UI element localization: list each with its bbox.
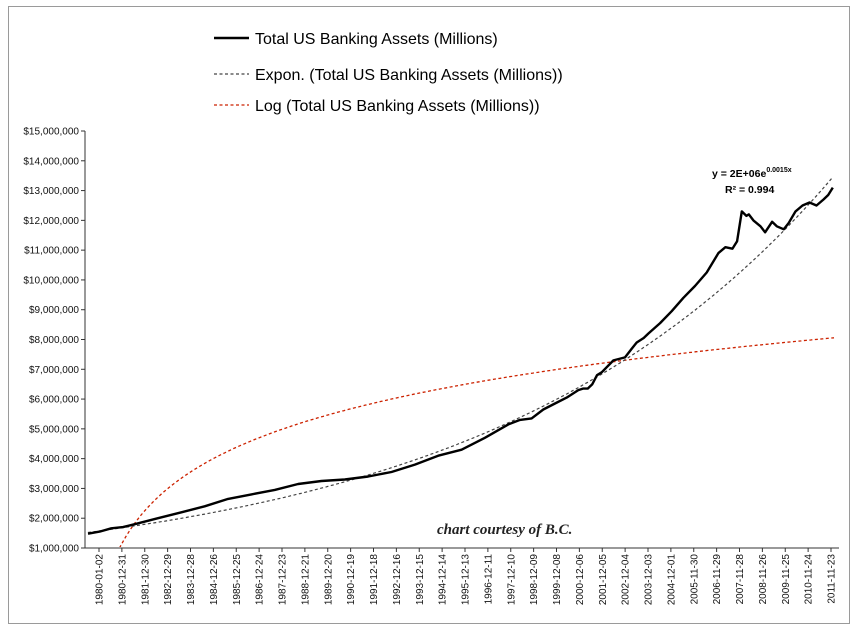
y-tick-label: $1,000,000 [29, 544, 79, 555]
y-tick-label: $9,000,000 [29, 305, 79, 316]
x-tick-label: 1999-12-08 [552, 554, 563, 606]
y-tick-label: $6,000,000 [29, 395, 79, 406]
x-tick-label: 1994-12-14 [438, 554, 449, 606]
x-tick-label: 2010-11-24 [804, 554, 815, 605]
exponential-trendline [87, 176, 834, 534]
r-squared-text: R² = 0.994 [725, 184, 774, 196]
x-tick-label: 1986-12-24 [255, 554, 266, 606]
x-tick-label: 2005-11-30 [689, 554, 700, 605]
legend: Total US Banking Assets (Millions) Expon… [214, 31, 563, 115]
x-tick-label: 2011-11-23 [827, 554, 838, 604]
x-tick-label: 1983-12-28 [186, 554, 197, 606]
x-tick-label: 1990-12-19 [346, 554, 357, 606]
x-tick-label: 1997-12-10 [506, 554, 517, 606]
x-tick-label: 1980-12-31 [117, 554, 128, 606]
y-tick-label: $13,000,000 [23, 186, 79, 197]
chart-frame: Total US Banking Assets (Millions) Expon… [8, 6, 850, 624]
svg-text:y = 2E+06e0.0015x: y = 2E+06e0.0015x [712, 167, 792, 180]
x-tick-label: 2003-12-03 [644, 554, 655, 606]
equation-superscript: 0.0015x [766, 167, 791, 174]
log-trendline [119, 337, 835, 547]
y-axis-ticks: $1,000,000 $2,000,000 $3,000,000 $4,000,000… [23, 127, 85, 555]
trendline-equation: y = 2E+06e0.0015x R² = 0.994 [712, 167, 792, 196]
x-tick-label: 2000-12-06 [575, 554, 586, 606]
x-tick-label: 1987-12-23 [278, 554, 289, 606]
y-tick-label: $7,000,000 [29, 365, 79, 376]
chart-svg: Total US Banking Assets (Millions) Expon… [23, 31, 839, 605]
x-tick-label: 1980-01-02 [95, 554, 106, 606]
x-tick-label: 1993-12-15 [415, 554, 426, 606]
legend-label-total-assets: Total US Banking Assets (Millions) [255, 31, 498, 48]
x-tick-label: 2001-12-05 [598, 554, 609, 606]
equation-text: y = 2E+06e [712, 168, 766, 180]
y-tick-label: $4,000,000 [29, 454, 79, 465]
chart-credit: chart courtesy of B.C. [437, 522, 572, 538]
total-assets-line [87, 186, 834, 535]
plot-area [87, 176, 835, 547]
x-tick-label: 2002-12-04 [621, 554, 632, 606]
y-tick-label: $2,000,000 [29, 514, 79, 525]
x-tick-label: 2009-11-25 [781, 554, 792, 605]
legend-label-expon: Expon. (Total US Banking Assets (Million… [255, 67, 563, 84]
y-tick-label: $15,000,000 [23, 127, 79, 138]
x-tick-label: 1981-12-30 [140, 554, 151, 606]
x-tick-label: 1991-12-18 [369, 554, 380, 606]
y-tick-label: $12,000,000 [23, 216, 79, 227]
x-tick-label: 1996-12-11 [483, 554, 494, 605]
x-tick-label: 1995-12-13 [461, 554, 472, 606]
x-tick-label: 2008-11-26 [758, 554, 769, 605]
x-tick-label: 2007-11-28 [735, 554, 746, 605]
x-tick-label: 1984-12-26 [209, 554, 220, 606]
legend-label-log: Log (Total US Banking Assets (Millions)) [255, 98, 540, 115]
x-tick-label: 1988-12-21 [300, 554, 311, 606]
y-tick-label: $14,000,000 [23, 156, 79, 167]
y-tick-label: $10,000,000 [23, 275, 79, 286]
x-tick-label: 1989-12-20 [323, 554, 334, 606]
x-tick-label: 1985-12-25 [232, 554, 243, 606]
x-tick-label: 2004-12-01 [666, 554, 677, 606]
x-tick-label: 1982-12-29 [163, 554, 174, 606]
x-tick-label: 2006-11-29 [712, 554, 723, 605]
y-tick-label: $5,000,000 [29, 424, 79, 435]
x-axis-ticks: 1980-01-02 1980-12-31 1981-12-30 1982-12-29… [95, 548, 838, 605]
x-tick-label: 1992-12-16 [392, 554, 403, 606]
y-tick-label: $3,000,000 [29, 484, 79, 495]
y-tick-label: $8,000,000 [29, 335, 79, 346]
x-tick-label: 1998-12-09 [529, 554, 540, 606]
y-tick-label: $11,000,000 [24, 246, 79, 257]
